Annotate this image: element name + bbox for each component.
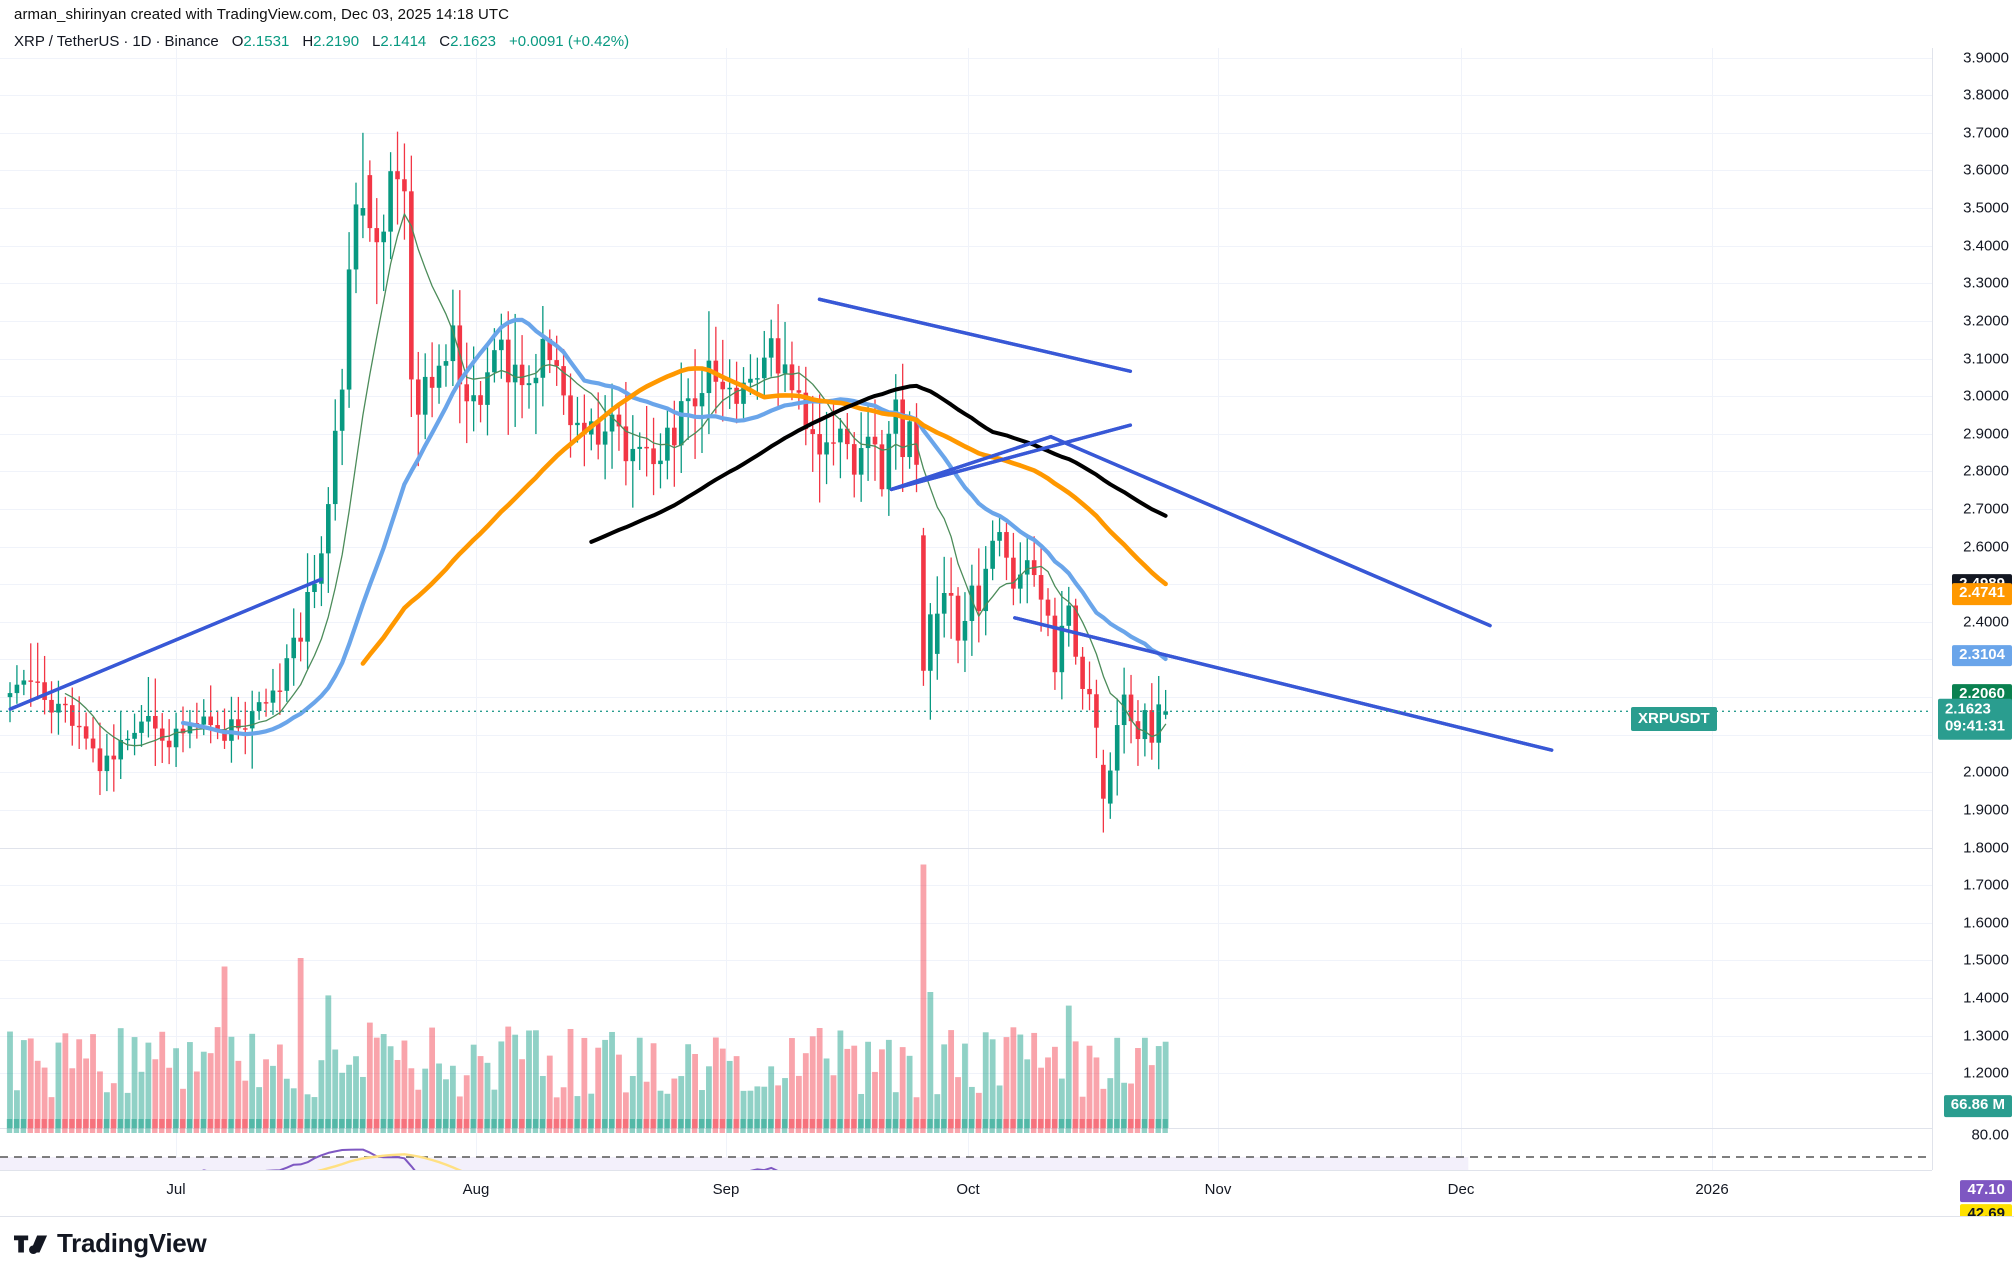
price-axis-tick-3-7000: 3.7000: [1963, 124, 2009, 142]
trendline-seg-4: [889, 435, 1053, 492]
price-axis-tick-1-5000: 1.5000: [1963, 951, 2009, 969]
legend-low: L2.1414: [372, 33, 426, 50]
price-axis-tick-3-3000: 3.3000: [1963, 274, 2009, 292]
time-axis-tick-nov: Nov: [1204, 1181, 1232, 1198]
price-axis-tick-3-5000: 3.5000: [1963, 199, 2009, 217]
price-axis-tick-3-9000: 3.9000: [1963, 49, 2009, 67]
pane-separators: [0, 848, 1932, 1129]
price-axis-tick-3-8000: 3.8000: [1963, 86, 2009, 104]
symbol-price-tag[interactable]: XRPUSDT: [1631, 707, 1717, 732]
trendline-seg-2: [817, 297, 1133, 373]
price-axis-tick-1-9000: 1.9000: [1963, 801, 2009, 819]
legend-close-value: 2.1623: [450, 33, 497, 50]
legend-high-value: 2.2190: [313, 33, 360, 50]
ma-blue-line: [180, 317, 1168, 737]
price-axis-tick-2-8000: 2.8000: [1963, 462, 2009, 480]
legend-separator-1: ·: [123, 33, 129, 50]
time-axis[interactable]: Jul Aug Sep Oct Nov Dec 2026: [0, 1170, 1932, 1216]
rsi-line: [201, 1148, 779, 1170]
price-axis-tick-2-6000: 2.6000: [1963, 538, 2009, 556]
price-axis-tick-1-2000: 1.2000: [1963, 1064, 2009, 1082]
legend-open-label: O: [231, 33, 244, 50]
ma-blue-badge[interactable]: 2.3104: [1952, 644, 2012, 667]
ma-orange-line: [360, 366, 1168, 666]
ma-green-line: [64, 213, 1167, 747]
time-axis-tick-aug: Aug: [462, 1181, 490, 1198]
trendlines: [8, 297, 1554, 752]
tradingview-wordmark: TradingView: [57, 1228, 207, 1258]
grid-lines-vertical: [176, 48, 1713, 1170]
price-axis[interactable]: 3.9000 3.8000 3.7000 3.6000 3.5000 3.4000 3.30…: [1932, 48, 2014, 1226]
legend-exchange[interactable]: Binance: [164, 33, 219, 50]
ma-orange-badge[interactable]: 2.4741: [1952, 583, 2012, 605]
legend-open: O2.1531: [232, 33, 290, 50]
rsi-band: [0, 1157, 1469, 1170]
volume-series: [7, 864, 1169, 1128]
tradingview-mark-icon: [14, 1235, 48, 1254]
legend-close: C2.1623: [439, 33, 496, 50]
legend-symbol[interactable]: XRP / TetherUS: [14, 33, 120, 50]
legend-high: H2.2190: [302, 33, 359, 50]
price-axis-tick-3-1000: 3.1000: [1963, 350, 2009, 368]
price-axis-tick-2-9000: 2.9000: [1963, 425, 2009, 443]
ma-black-line: [589, 383, 1168, 544]
time-axis-tick-sep: Sep: [712, 1181, 740, 1198]
price-axis-tick-1-3000: 1.3000: [1963, 1027, 2009, 1045]
chart-footer: TradingView: [0, 1216, 2014, 1269]
legend-low-label: L: [372, 33, 381, 50]
trendline-seg-1: [1013, 616, 1554, 752]
legend-low-value: 2.1414: [380, 33, 427, 50]
chart-plot-area[interactable]: [0, 48, 1932, 1170]
price-axis-tick-3-0000: 3.0000: [1963, 387, 2009, 405]
bar-countdown: 09:41:31: [1944, 717, 2005, 735]
time-axis-tick-jul: Jul: [166, 1181, 186, 1198]
time-axis-tick-oct: Oct: [956, 1181, 980, 1198]
rsi-axis-tick-80: 80.00: [1971, 1126, 2009, 1144]
legend-open-value: 2.1531: [243, 33, 290, 50]
volume-value-badge[interactable]: 66.86 M: [1943, 1095, 2012, 1117]
time-axis-tick-dec: Dec: [1447, 1181, 1475, 1198]
price-axis-tick-2-0000: 2.0000: [1963, 763, 2009, 781]
price-axis-tick-2-4000: 2.4000: [1963, 613, 2009, 631]
last-price-badge[interactable]: 2.1623 09:41:31: [1937, 698, 2012, 740]
last-price-value: 2.1623: [1944, 700, 1991, 718]
legend-high-label: H: [302, 33, 314, 50]
time-axis-tick-2026: 2026: [1695, 1181, 1729, 1198]
rsi-candle-strip: [6, 1119, 1168, 1133]
attribution-text: arman_shirinyan created with TradingView…: [14, 6, 510, 23]
price-axis-tick-2-7000: 2.7000: [1963, 500, 2009, 518]
chart-legend: XRP / TetherUS · 1D · Binance O2.1531 H2…: [14, 33, 629, 50]
chart-canvas: [0, 48, 1932, 1170]
trendline-seg-5: [8, 577, 323, 711]
price-axis-tick-3-2000: 3.2000: [1963, 312, 2009, 330]
grid-lines: [0, 58, 1932, 1074]
legend-close-label: C: [439, 33, 451, 50]
legend-separator-2: ·: [155, 33, 161, 50]
legend-change: +0.0091 (+0.42%): [509, 33, 630, 50]
price-axis-tick-1-8000: 1.8000: [1963, 839, 2009, 857]
volume-grid-lines: [0, 885, 1932, 1074]
trendline-seg-0: [1049, 435, 1492, 628]
price-axis-tick-1-7000: 1.7000: [1963, 876, 2009, 894]
legend-interval[interactable]: 1D: [132, 33, 152, 50]
candlestick-series: [7, 131, 1168, 833]
rsi-value-badge[interactable]: 47.10: [1960, 1180, 2012, 1202]
trendline-seg-3: [889, 423, 1133, 492]
tradingview-logo[interactable]: TradingView: [14, 1228, 207, 1259]
price-axis-tick-1-4000: 1.4000: [1963, 989, 2009, 1007]
price-axis-tick-3-4000: 3.4000: [1963, 237, 2009, 255]
price-axis-tick-3-6000: 3.6000: [1963, 161, 2009, 179]
price-axis-tick-1-6000: 1.6000: [1963, 914, 2009, 932]
